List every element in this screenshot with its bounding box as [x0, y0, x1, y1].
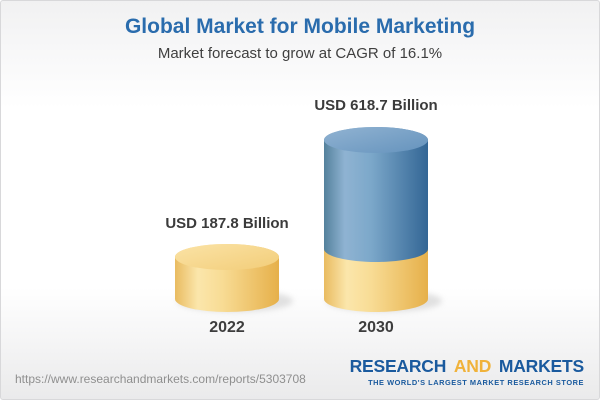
- chart-title: Global Market for Mobile Marketing: [124, 15, 476, 38]
- logo-word-research: RESEARCH: [349, 356, 447, 376]
- logo-wordmark: RESEARCH AND MARKETS: [349, 356, 585, 377]
- bar-2030: [324, 127, 428, 262]
- report-url: https://www.researchandmarkets.com/repor…: [15, 372, 306, 386]
- chart-subtitle: Market forecast to grow at CAGR of 16.1%: [157, 45, 443, 62]
- bar-value-label-2030: USD 618.7 Billion: [314, 97, 438, 114]
- logo-word-and: AND: [453, 356, 492, 376]
- research-and-markets-logo: RESEARCH AND MARKETS THE WORLD'S LARGEST…: [349, 356, 585, 387]
- bar-value-label-2022: USD 187.8 Billion: [165, 215, 289, 232]
- axis-label-2030: 2030: [358, 319, 394, 336]
- logo-tagline: THE WORLD'S LARGEST MARKET RESEARCH STOR…: [368, 378, 584, 387]
- axis-label-2022: 2022: [209, 319, 245, 336]
- logo-word-markets: MARKETS: [498, 356, 584, 376]
- bar-2022: [175, 244, 279, 312]
